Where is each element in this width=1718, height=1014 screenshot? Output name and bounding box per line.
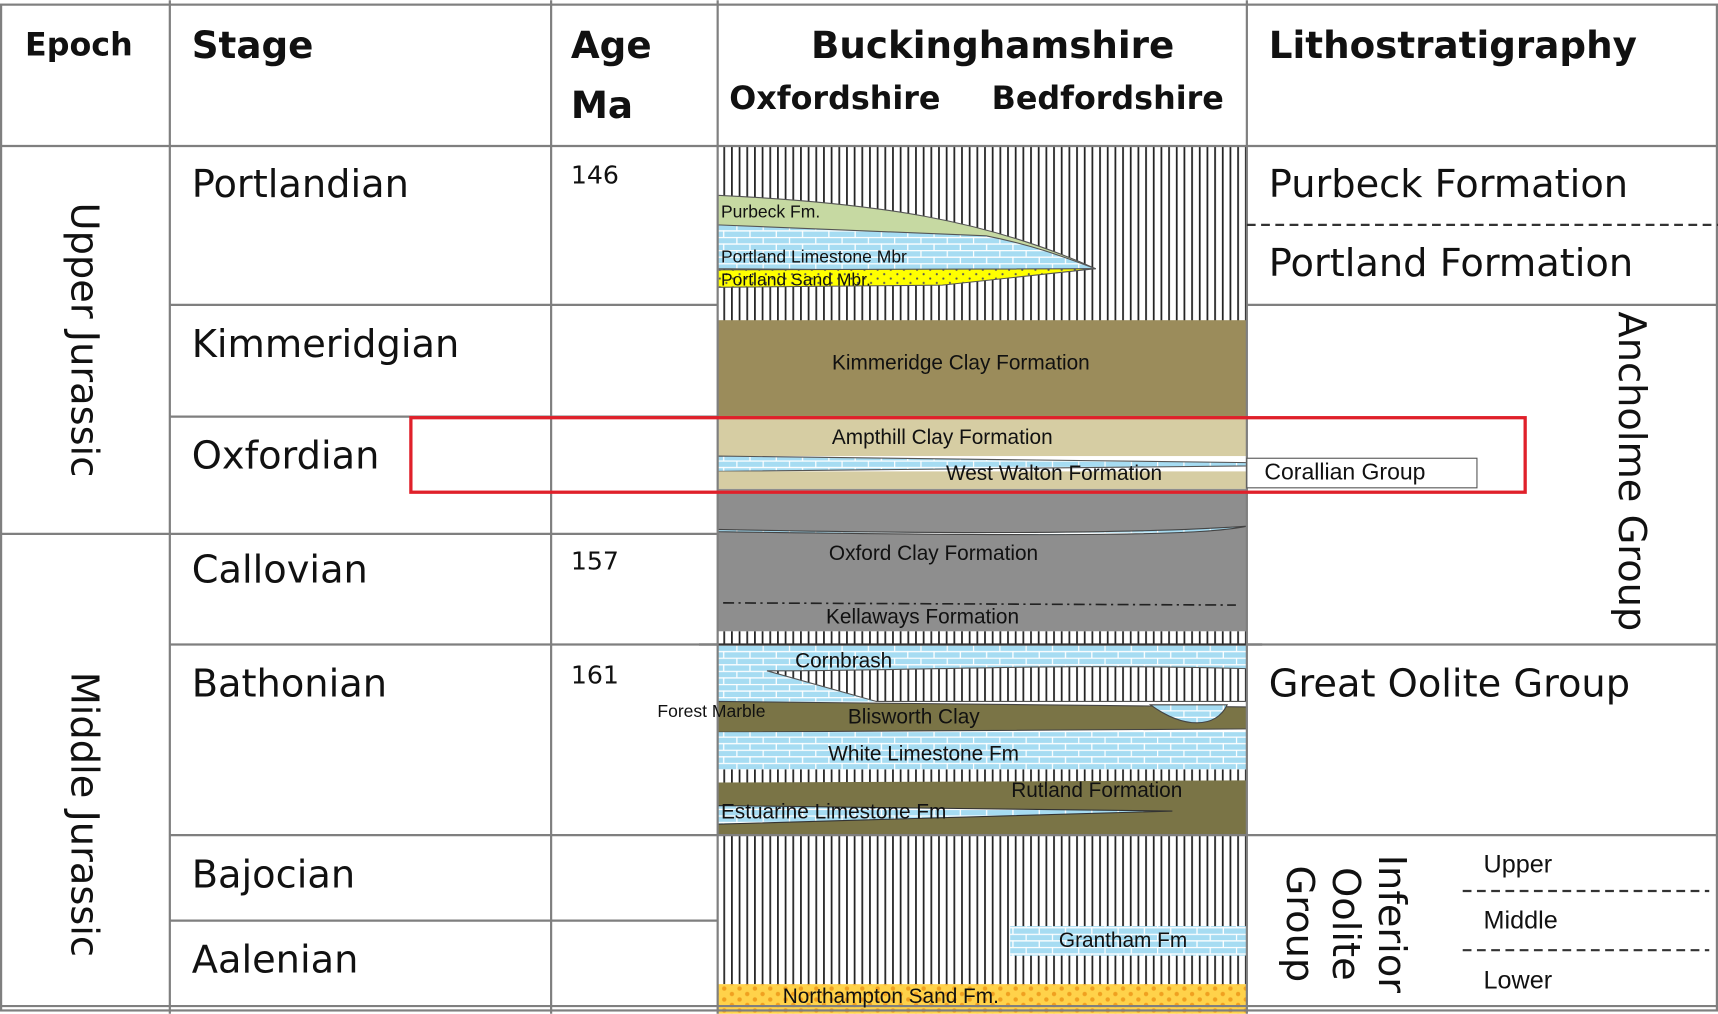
ampthill <box>717 418 1247 457</box>
age: 161 <box>571 660 619 689</box>
border <box>0 3 1718 1012</box>
hiatus <box>717 631 1247 645</box>
header: Ma <box>571 83 633 127</box>
formation-label: Oxford Clay Formation <box>829 542 1038 565</box>
stage: Portlandian <box>192 162 409 207</box>
grantham <box>1010 926 1247 956</box>
sub-unit: Lower <box>1484 967 1553 995</box>
lime-lens <box>1148 704 1228 724</box>
white-limestone <box>717 732 1247 770</box>
litho-unit: Oolite <box>1323 867 1368 981</box>
formation-label: West Walton Formation <box>946 462 1162 485</box>
formation-label: Kellaways Formation <box>826 606 1019 629</box>
header: Lithostratigraphy <box>1269 23 1637 67</box>
stage: Bajocian <box>192 852 355 897</box>
hiatus-wedge <box>766 666 1248 703</box>
header: Epoch <box>25 27 133 63</box>
stage: Aalenian <box>192 938 359 983</box>
formation-label: Ampthill Clay Formation <box>832 426 1053 449</box>
sub-unit: Middle <box>1484 906 1558 934</box>
formation-label: Cornbrash <box>795 650 892 673</box>
header: Bedfordshire <box>992 81 1224 117</box>
formation-label: Grantham Fm <box>1059 929 1187 952</box>
northampton <box>717 984 1247 1014</box>
litho-unit: Inferior <box>1369 855 1414 994</box>
dash-line <box>723 602 1236 606</box>
age: 146 <box>571 161 619 190</box>
formation-label: Forest Marble <box>657 701 765 721</box>
hiatus <box>717 769 1247 783</box>
highlight-box <box>409 416 1527 494</box>
formation-label: Kimmeridge Clay Formation <box>832 352 1090 375</box>
litho-unit: Group <box>1277 866 1322 983</box>
header: Buckinghamshire <box>811 23 1174 67</box>
formation-label: Northampton Sand Fm. <box>783 985 999 1008</box>
stage: Oxfordian <box>192 434 380 479</box>
header: Age <box>571 23 652 67</box>
header: Oxfordshire <box>729 81 940 117</box>
kimmeridge <box>717 320 1247 419</box>
hiatus <box>717 835 1247 985</box>
rutland <box>717 780 1247 836</box>
litho-unit: Purbeck Formation <box>1269 162 1628 207</box>
litho-unit: Great Oolite Group <box>1269 662 1630 707</box>
corallian-box <box>1246 457 1478 489</box>
litho-unit: Corallian Group <box>1264 459 1425 485</box>
header: Stage <box>192 23 314 67</box>
age: 157 <box>571 546 619 575</box>
sub-unit: Upper <box>1484 850 1553 878</box>
formation-label: Portland Sand Mbr. <box>721 269 871 289</box>
oxford-clay <box>717 488 1247 632</box>
litho-unit: Portland Formation <box>1269 241 1633 286</box>
epoch: Middle Jurassic <box>62 672 107 957</box>
formation-label: White Limestone Fm <box>828 743 1019 766</box>
formation-label: Estuarine Limestone Fm <box>721 801 946 824</box>
stage: Bathonian <box>192 662 387 707</box>
column <box>699 145 1263 1014</box>
stage: Callovian <box>192 548 368 593</box>
formation-label: Portland Limestone Mbr <box>721 246 907 266</box>
formation-label: Purbeck Fm. <box>721 201 820 221</box>
formation-label: Rutland Formation <box>1011 779 1182 802</box>
west-walton <box>717 471 1247 489</box>
stage: Kimmeridgian <box>192 322 460 367</box>
litho-unit: Ancholme Group <box>1609 312 1654 632</box>
formation-label: Blisworth Clay <box>848 705 980 728</box>
epoch: Upper Jurassic <box>62 203 107 478</box>
